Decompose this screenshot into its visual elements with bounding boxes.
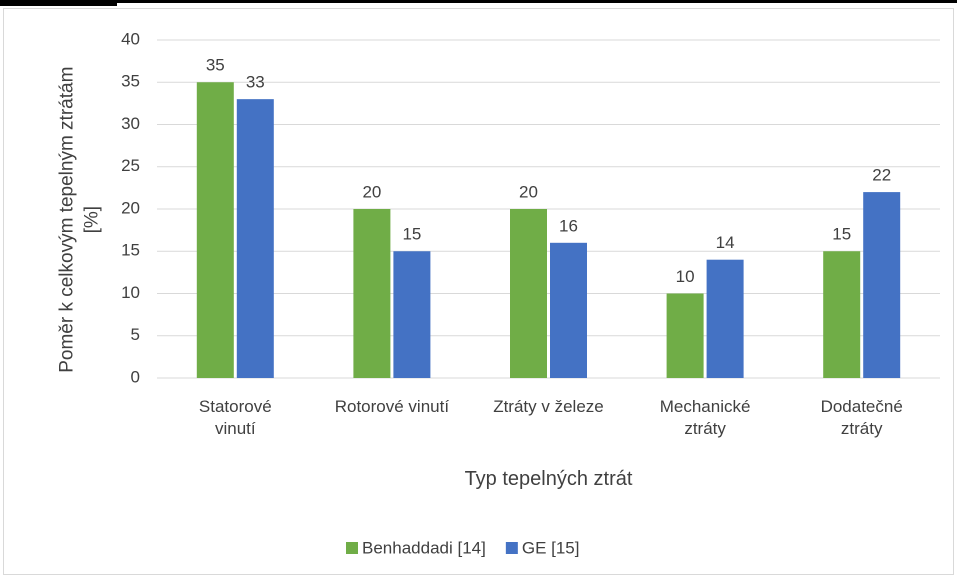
y-tick-label: 15	[121, 241, 140, 260]
value-label: 20	[519, 182, 538, 201]
value-label: 22	[872, 166, 891, 185]
bar	[510, 209, 547, 378]
y-tick-label: 5	[131, 325, 140, 344]
bar	[823, 251, 861, 378]
chart-frame	[3, 8, 954, 575]
value-label: 33	[246, 73, 265, 92]
value-label: 10	[676, 267, 695, 286]
value-label: 15	[402, 225, 421, 244]
value-label: 14	[716, 233, 735, 252]
value-label: 15	[832, 225, 851, 244]
value-label: 16	[559, 216, 578, 235]
top-edge-tab	[0, 0, 117, 6]
value-label: 35	[206, 56, 225, 75]
x-tick-label: Ztráty v železe	[493, 397, 604, 416]
x-tick-label: Rotorové vinutí	[334, 397, 450, 416]
y-axis-title: Poměr k celkovým tepelným ztrátám [%]	[56, 66, 102, 373]
y-tick-label: 40	[121, 29, 140, 48]
bar	[863, 192, 901, 378]
bar	[236, 99, 274, 379]
bar	[550, 242, 587, 378]
bar	[666, 293, 704, 378]
bar	[353, 209, 391, 378]
y-tick-label: 10	[121, 283, 140, 302]
y-tick-label: 30	[121, 114, 140, 133]
y-tick-label: 20	[121, 198, 140, 217]
legend-swatch	[505, 542, 518, 554]
legend-swatch	[346, 542, 358, 554]
x-tick-label: Dodatečné ztráty	[820, 397, 903, 439]
x-tick-label: Statorové vinutí	[198, 397, 272, 439]
bar	[706, 259, 744, 378]
x-axis-title: Typ tepelných ztrát	[464, 468, 633, 490]
bar	[196, 82, 234, 378]
x-tick-label: Mechanické ztráty	[659, 397, 751, 439]
y-tick-label: 25	[121, 156, 140, 175]
y-tick-label: 35	[121, 72, 140, 91]
top-edge	[0, 0, 957, 3]
legend-label: GE [15]	[522, 538, 580, 557]
y-tick-label: 0	[131, 367, 140, 386]
bar	[393, 251, 431, 378]
legend-label: Benhaddadi [14]	[362, 538, 486, 557]
value-label: 20	[362, 182, 381, 201]
